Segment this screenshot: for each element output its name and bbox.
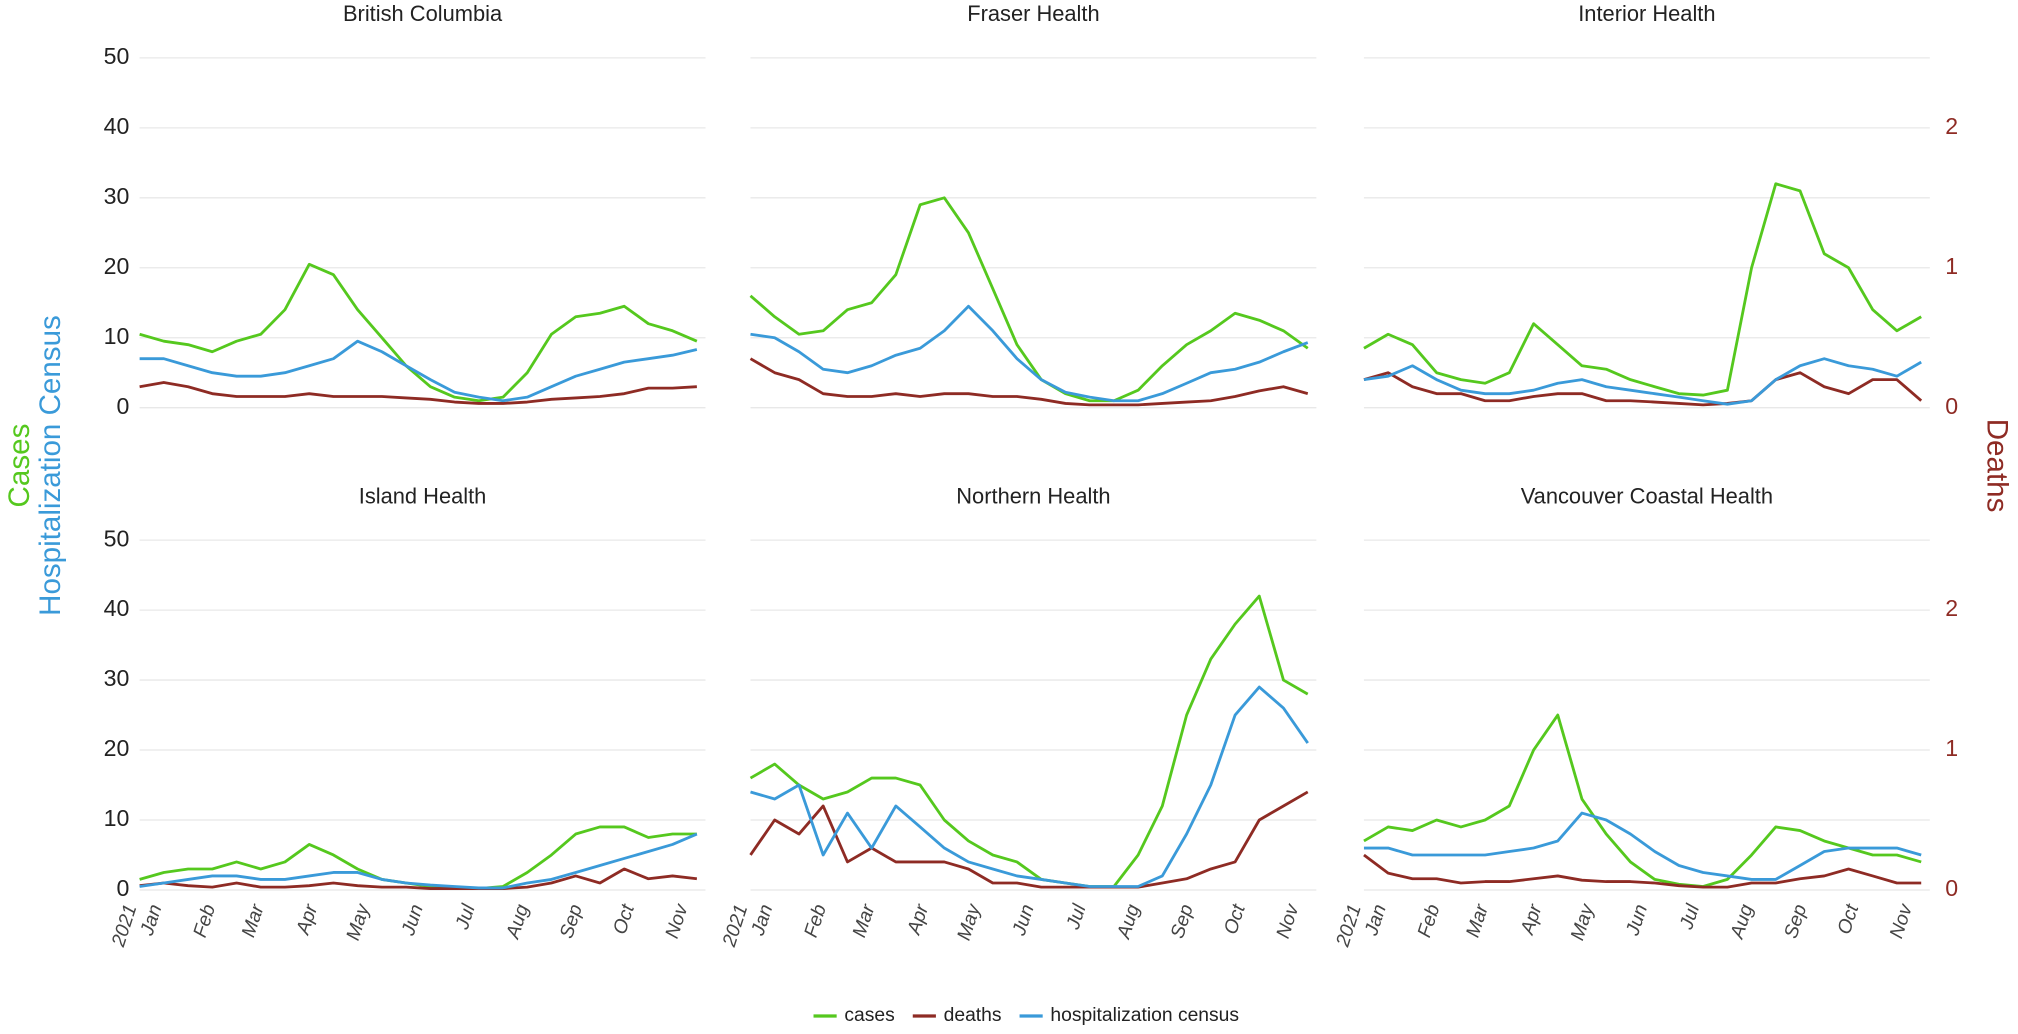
y-tick-label: 0 (116, 393, 129, 419)
series-line (1363, 371, 1923, 407)
x-tick-label: Feb (801, 902, 831, 940)
legend-label: hospitalization census (1050, 1005, 1239, 1026)
series-line (1363, 811, 1922, 881)
panel-title: Vancouver Coastal Health (1521, 483, 1773, 508)
y-tick-label: 40 (104, 595, 130, 621)
y-tick-label: 30 (104, 183, 130, 209)
x-tick-label: Jul (1063, 901, 1091, 933)
panel-title: British Columbia (343, 1, 503, 26)
x-tick-label: Sep (1781, 902, 1812, 941)
legend: cases deaths hospitalization census (813, 1005, 1239, 1026)
y2-axis-title: Deaths (1981, 419, 2014, 513)
panel: Island Health 0 10 20 30 40 50 Jan Feb Mar Apr May J… (104, 483, 706, 950)
panel-title: Interior Health (1578, 1, 1715, 26)
x-tick-label: Mar (849, 901, 880, 941)
series-line (1363, 713, 1922, 888)
panel-title: Island Health (359, 483, 487, 508)
y-tick-label: 50 (104, 43, 130, 69)
x-tick-label: Mar (1463, 901, 1494, 941)
x-tick-label: Apr (1517, 901, 1547, 938)
series-line (1363, 853, 1922, 889)
x-tick-label: Jan (747, 902, 777, 939)
y-tick-label: 30 (104, 665, 130, 691)
series-line (750, 304, 1309, 403)
panel: Interior Health 0 1 2 (1363, 1, 1958, 419)
y-tick-label: 40 (104, 113, 130, 139)
panel: Fraser Health (749, 1, 1317, 409)
y2-tick-label: 0 (1945, 393, 1958, 419)
x-tick-label: Jun (1622, 902, 1652, 939)
x-tick-label: Apr (904, 901, 934, 938)
y-axis-title: Cases (3, 424, 36, 508)
x-tick-label: Oct (1834, 900, 1864, 937)
x-tick-label: Jul (1676, 901, 1704, 933)
panel: Northern Health Jan Feb Mar Apr May Jun Jul Aug S… (719, 483, 1317, 950)
series-line (139, 825, 697, 890)
x-tick-label: Oct (1221, 900, 1251, 937)
y2-tick-label: 0 (1945, 875, 1958, 901)
x-tick-label: Sep (1167, 902, 1198, 941)
x-tick-label: Oct (610, 900, 640, 937)
series-line (749, 790, 1309, 889)
panel: British Columbia 0 10 20 30 40 50 (104, 1, 706, 419)
y-tick-label: 20 (104, 253, 130, 279)
y-axis-title: Hospitalization Census (34, 315, 67, 616)
year-label: 2021 (1332, 902, 1366, 950)
x-tick-label: Feb (1414, 902, 1444, 940)
year-label: 2021 (108, 902, 142, 950)
x-tick-label: Mar (238, 901, 269, 941)
y-tick-label: 0 (116, 875, 129, 901)
y-tick-label: 10 (104, 805, 130, 831)
x-tick-label: Jan (137, 902, 167, 939)
series-line (139, 262, 698, 403)
x-tick-label: Aug (1113, 902, 1144, 942)
x-tick-label: Aug (502, 902, 533, 942)
x-tick-label: Feb (190, 902, 220, 940)
x-tick-label: Aug (1727, 902, 1758, 942)
x-tick-label: May (1567, 901, 1599, 943)
y-tick-label: 10 (104, 323, 130, 349)
y2-tick-label: 1 (1945, 735, 1958, 761)
x-tick-label: Jun (1009, 902, 1039, 939)
year-label: 2021 (719, 902, 753, 950)
x-tick-label: Nov (1273, 901, 1304, 941)
series-line (749, 357, 1309, 407)
series-line (1363, 357, 1922, 406)
series-line (750, 685, 1309, 888)
series-line (139, 832, 698, 890)
series-line (139, 381, 697, 405)
x-tick-label: Nov (1886, 901, 1917, 941)
y2-tick-label: 2 (1945, 595, 1958, 621)
x-tick-label: Apr (293, 901, 323, 938)
legend-label: deaths (944, 1005, 1002, 1026)
series-line (749, 594, 1309, 888)
series-line (1363, 182, 1922, 397)
series-line (139, 339, 698, 403)
series-line (749, 196, 1309, 403)
y2-tick-label: 2 (1945, 113, 1958, 139)
legend-label: cases (844, 1005, 894, 1026)
x-tick-label: May (343, 901, 375, 943)
y2-tick-label: 1 (1945, 253, 1958, 279)
panel-title: Fraser Health (967, 1, 1099, 26)
x-tick-label: Jun (398, 902, 428, 939)
y-tick-label: 20 (104, 735, 130, 761)
x-tick-label: May (954, 901, 986, 943)
x-tick-label: Nov (662, 901, 693, 941)
x-tick-label: Jul (452, 901, 480, 933)
x-tick-label: Sep (556, 902, 587, 941)
panel-title: Northern Health (956, 483, 1110, 508)
y-tick-label: 50 (104, 525, 130, 551)
series-line (139, 867, 698, 890)
